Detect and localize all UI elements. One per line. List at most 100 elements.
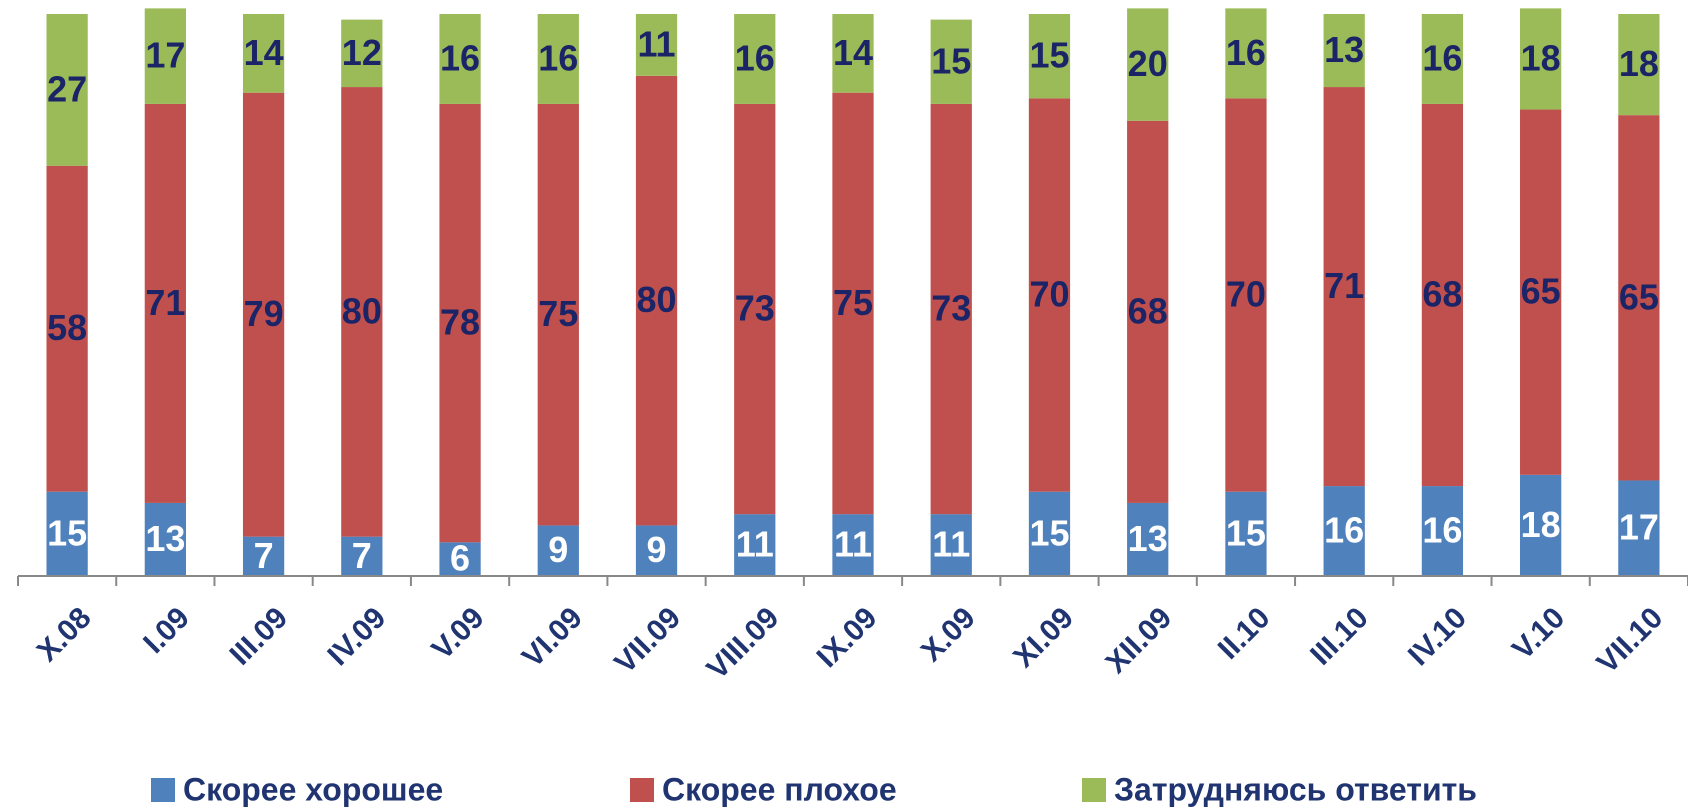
x-tick-label-group: V.09 [426, 601, 491, 666]
legend-label: Скорее хорошее [183, 771, 443, 807]
x-tick-label: V.09 [426, 601, 491, 666]
value-label: 68 [1422, 274, 1462, 315]
value-label: 13 [1324, 29, 1364, 70]
legend-label: Затрудняюсь ответить [1114, 771, 1477, 807]
value-label: 15 [1029, 35, 1069, 76]
bar-segment [341, 19, 383, 88]
bar-segment [1127, 120, 1169, 503]
value-label: 71 [1324, 265, 1364, 306]
x-tick-label-group: IX.09 [811, 601, 884, 674]
value-label: 73 [735, 288, 775, 329]
value-label: 16 [1226, 32, 1266, 73]
value-label: 68 [1128, 290, 1168, 331]
bar-segment [144, 103, 186, 503]
bar-segment [439, 542, 481, 576]
x-tick-label-group: X.08 [31, 601, 98, 668]
x-tick-label-group: VI.09 [516, 601, 589, 674]
value-label: 14 [833, 32, 873, 73]
legend-swatch [1082, 778, 1106, 802]
x-tick-label: IX.09 [811, 601, 884, 674]
value-label: 70 [1226, 274, 1266, 315]
bar-segment [341, 87, 383, 537]
x-tick-label: XII.09 [1099, 601, 1178, 680]
legend-swatch [630, 778, 654, 802]
bar-segment [439, 103, 481, 543]
value-label: 15 [47, 512, 87, 553]
value-label: 17 [1619, 507, 1659, 548]
value-label: 16 [735, 37, 775, 78]
value-label: 11 [932, 524, 970, 565]
x-tick-label-group: I.09 [137, 601, 196, 660]
x-tick-label: X.08 [31, 601, 98, 668]
x-tick-label: XI.09 [1007, 601, 1080, 674]
bar-segment [1520, 8, 1562, 110]
bar-segment [1520, 109, 1562, 475]
bar-segment [1323, 14, 1365, 88]
bar-segment [144, 502, 186, 576]
x-tick-label-group: VII.09 [608, 601, 687, 680]
bar-segment [734, 514, 776, 576]
value-label: 65 [1619, 276, 1659, 317]
bar-segment [734, 14, 776, 104]
bar-segment [1225, 98, 1267, 492]
x-tick-label: VII.10 [1591, 601, 1670, 680]
value-label: 18 [1521, 37, 1561, 78]
bar-segment [832, 14, 874, 93]
value-label: 16 [538, 37, 578, 78]
bar-segment [1127, 8, 1169, 121]
bar-segment [537, 525, 579, 576]
x-tick-label: VII.09 [608, 601, 687, 680]
value-label: 70 [1029, 274, 1069, 315]
bar-segment [46, 491, 88, 576]
value-label: 13 [1128, 518, 1168, 559]
x-tick-label: VI.09 [516, 601, 589, 674]
bar-segment [635, 14, 678, 76]
bar-segment [1421, 103, 1464, 487]
value-label: 58 [47, 307, 87, 348]
bar-segment [439, 14, 481, 104]
value-label: 73 [931, 288, 971, 329]
value-label: 7 [352, 535, 372, 576]
x-tick-label: III.10 [1304, 601, 1375, 672]
value-label: 11 [834, 524, 872, 565]
bar-segment [1421, 14, 1464, 104]
bar-segment [1028, 491, 1071, 576]
bar-segment [144, 8, 186, 104]
value-label: 7 [254, 535, 274, 576]
bar-segment [537, 14, 579, 104]
x-tick-label: II.10 [1212, 601, 1277, 666]
x-tick-label: IV.09 [321, 601, 392, 672]
bar-segment [1225, 491, 1267, 576]
bar-segment [1520, 474, 1562, 576]
x-tick-label: I.09 [137, 601, 196, 660]
x-tick-label: V.10 [1506, 601, 1571, 666]
x-tick-label-group: VII.10 [1591, 601, 1670, 680]
bar-segment [242, 14, 285, 93]
bar-segment [734, 103, 776, 515]
bar-segment [1028, 14, 1071, 99]
bar-segment [242, 92, 285, 537]
bar-segment [46, 165, 88, 492]
x-tick-label-group: IV.09 [321, 601, 392, 672]
bar-segment [1028, 98, 1071, 492]
bar-segment [832, 514, 874, 576]
value-label: 15 [931, 40, 971, 81]
x-tick-label-group: VIII.09 [701, 601, 786, 686]
value-label: 13 [145, 518, 185, 559]
value-label: 75 [538, 293, 578, 334]
value-label: 11 [637, 23, 675, 64]
value-label: 71 [145, 282, 185, 323]
value-label: 16 [1422, 37, 1462, 78]
value-label: 27 [47, 68, 87, 109]
bar-segment [1225, 8, 1267, 99]
value-label: 20 [1128, 43, 1168, 84]
bar-segment [1323, 87, 1365, 487]
value-label: 11 [736, 524, 774, 565]
x-tick-label-group: IV.10 [1402, 601, 1473, 672]
value-label: 79 [244, 293, 284, 334]
bar-segment [537, 103, 579, 526]
value-label: 80 [342, 290, 382, 331]
legend-swatch [151, 778, 175, 802]
bar-segment [1618, 480, 1660, 576]
